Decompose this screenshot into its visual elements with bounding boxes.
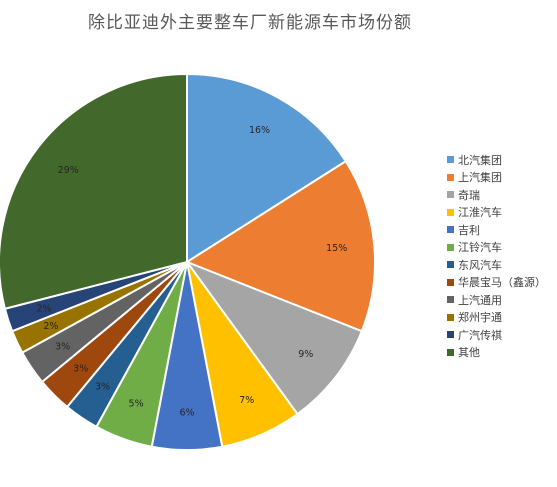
slice-data-label: 16% bbox=[249, 125, 270, 136]
legend-label: 北汽集团 bbox=[458, 153, 502, 167]
slice-data-label: 7% bbox=[239, 395, 254, 406]
legend-item: 北汽集团 bbox=[447, 151, 557, 169]
legend-item: 上汽集团 bbox=[447, 169, 557, 187]
slice-data-label: 3% bbox=[55, 342, 70, 353]
chart-title: 除比亚迪外主要整车厂新能源车市场份额 bbox=[88, 13, 412, 33]
legend-swatch bbox=[447, 191, 454, 199]
slice-data-label: 2% bbox=[36, 304, 51, 315]
legend-item: 华晨宝马（鑫源） bbox=[447, 274, 557, 292]
legend-label: 奇瑞 bbox=[458, 188, 480, 202]
legend-label: 广汽传祺 bbox=[458, 328, 502, 342]
legend-swatch bbox=[447, 208, 454, 216]
legend-label: 华晨宝马（鑫源） bbox=[458, 276, 546, 290]
legend-label: 上汽通用 bbox=[458, 293, 502, 307]
slice-data-label: 6% bbox=[179, 407, 194, 418]
slice-data-label: 15% bbox=[326, 243, 347, 254]
legend-item: 奇瑞 bbox=[447, 186, 557, 204]
slice-data-label: 9% bbox=[298, 349, 313, 360]
pie-slice bbox=[0, 72, 188, 310]
legend-label: 其他 bbox=[458, 346, 480, 360]
legend-label: 郑州宇通 bbox=[458, 311, 502, 325]
slice-data-label: 2% bbox=[43, 321, 58, 332]
legend-swatch bbox=[447, 313, 454, 321]
slice-data-label: 5% bbox=[129, 399, 144, 410]
legend-swatch bbox=[447, 278, 454, 286]
slice-data-label: 3% bbox=[95, 381, 110, 392]
legend-label: 东风汽车 bbox=[458, 258, 502, 272]
legend-item: 其他 bbox=[447, 344, 557, 362]
slice-data-label: 29% bbox=[58, 165, 79, 176]
legend-swatch bbox=[447, 173, 454, 181]
legend-label: 吉利 bbox=[458, 223, 480, 237]
legend-item: 吉利 bbox=[447, 221, 557, 239]
legend-swatch bbox=[447, 296, 454, 304]
legend-label: 江铃汽车 bbox=[458, 241, 502, 255]
legend-item: 上汽通用 bbox=[447, 291, 557, 309]
legend-item: 江铃汽车 bbox=[447, 239, 557, 257]
legend-swatch bbox=[447, 348, 454, 356]
pie-slice bbox=[184, 159, 376, 333]
legend-item: 广汽传祺 bbox=[447, 326, 557, 344]
slice-data-label: 3% bbox=[73, 363, 88, 374]
legend-item: 江淮汽车 bbox=[447, 204, 557, 222]
legend-swatch bbox=[447, 243, 454, 251]
legend-item: 郑州宇通 bbox=[447, 309, 557, 327]
legend-label: 上汽集团 bbox=[458, 171, 502, 185]
legend-swatch bbox=[447, 331, 454, 339]
legend-item: 东风汽车 bbox=[447, 256, 557, 274]
legend-swatch bbox=[447, 226, 454, 234]
legend-swatch bbox=[447, 156, 454, 164]
legend-swatch bbox=[447, 261, 454, 269]
chart-legend: 北汽集团上汽集团奇瑞江淮汽车吉利江铃汽车东风汽车华晨宝马（鑫源） 上汽通用郑州宇通… bbox=[447, 151, 557, 361]
pie-slice bbox=[184, 259, 364, 416]
pie-slice bbox=[186, 72, 348, 264]
legend-label: 江淮汽车 bbox=[458, 206, 502, 220]
